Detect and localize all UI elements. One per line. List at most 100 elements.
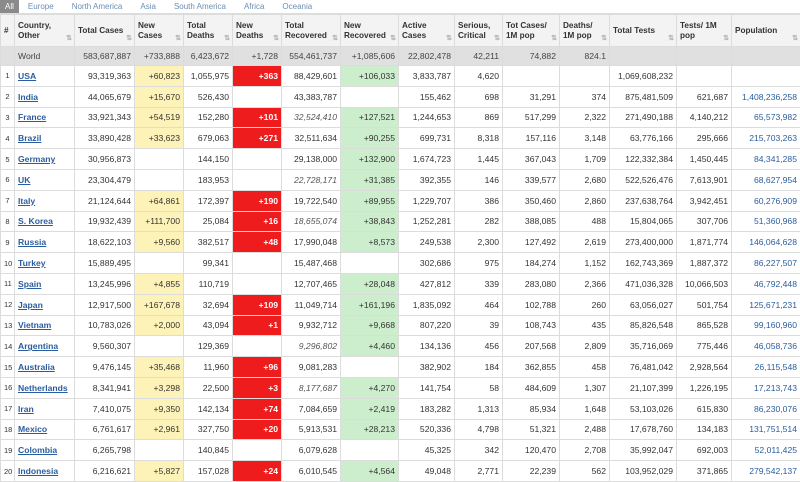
header-cases-per-1m[interactable]: Tot Cases/ 1M pop⇅ (503, 15, 560, 47)
cell-new-deaths: +16 (233, 211, 282, 232)
header-total-deaths[interactable]: Total Deaths⇅ (184, 15, 233, 47)
tab-asia[interactable]: Asia (131, 0, 165, 13)
country-link[interactable]: India (18, 92, 38, 102)
cell-rank: 7 (1, 190, 15, 211)
cell-cases-per-1m: 362,855 (503, 357, 560, 378)
country-link[interactable]: Turkey (18, 258, 46, 268)
cell-tests-per-1m: 615,830 (677, 398, 732, 419)
header-total-cases[interactable]: Total Cases⇅ (75, 15, 135, 47)
cell-new-cases: +60,823 (135, 66, 184, 87)
cell-new-cases: +9,560 (135, 232, 184, 253)
cell-serious-critical: 464 (455, 294, 503, 315)
header-deaths-per-1m[interactable]: Deaths/ 1M pop⇅ (560, 15, 610, 47)
cell-serious-critical: 342 (455, 440, 503, 461)
header-serious-critical[interactable]: Serious, Critical⇅ (455, 15, 503, 47)
cell-cases-per-1m: 85,934 (503, 398, 560, 419)
cell-total-cases: 13,245,996 (75, 273, 135, 294)
cell-total-deaths: 327,750 (184, 419, 233, 440)
tab-oceania[interactable]: Oceania (273, 0, 321, 13)
country-link[interactable]: S. Korea (18, 216, 53, 226)
header-total-recovered[interactable]: Total Recovered⇅ (282, 15, 341, 47)
cell-cases-per-1m: 484,609 (503, 377, 560, 398)
cell-total-deaths: 6,423,672 (184, 47, 233, 66)
cell-active-cases: 45,325 (399, 440, 455, 461)
cell-total-recovered: 9,932,712 (282, 315, 341, 336)
cell-deaths-per-1m: 488 (560, 211, 610, 232)
cell-active-cases: 155,462 (399, 86, 455, 107)
cell-total-deaths: 22,500 (184, 377, 233, 398)
header-tests-per-1m[interactable]: Tests/ 1M pop⇅ (677, 15, 732, 47)
cell-total-tests: 162,743,369 (610, 253, 677, 274)
cell-country: Russia (15, 232, 75, 253)
country-link[interactable]: Mexico (18, 424, 47, 434)
tab-all[interactable]: All (0, 0, 19, 13)
cell-tests-per-1m: 692,003 (677, 440, 732, 461)
country-link[interactable]: USA (18, 71, 36, 81)
country-link[interactable]: Iran (18, 404, 34, 414)
cell-active-cases: 807,220 (399, 315, 455, 336)
cell-new-deaths: +20 (233, 419, 282, 440)
header-rank[interactable]: # (1, 15, 15, 47)
country-link[interactable]: Colombia (18, 445, 57, 455)
tab-africa[interactable]: Africa (235, 0, 273, 13)
cell-deaths-per-1m: 2,619 (560, 232, 610, 253)
cell-total-recovered: 5,913,531 (282, 419, 341, 440)
cell-deaths-per-1m: 2,680 (560, 169, 610, 190)
country-link[interactable]: Japan (18, 300, 43, 310)
cell-deaths-per-1m: 1,152 (560, 253, 610, 274)
country-link[interactable]: Vietnam (18, 320, 51, 330)
header-new-recovered[interactable]: New Recovered⇅ (341, 15, 399, 47)
cell-rank: 18 (1, 419, 15, 440)
header-population[interactable]: Population⇅ (732, 15, 800, 47)
cell-deaths-per-1m: 3,148 (560, 128, 610, 149)
cell-total-deaths: 142,134 (184, 398, 233, 419)
sort-icon: ⇅ (446, 34, 452, 44)
cell-tests-per-1m (677, 66, 732, 87)
cell-rank: 1 (1, 66, 15, 87)
cell-new-deaths: +24 (233, 461, 282, 482)
cell-total-tests: 76,481,042 (610, 357, 677, 378)
cell-population: 1,408,236,258 (732, 86, 800, 107)
sort-icon: ⇅ (668, 34, 674, 44)
cell-active-cases: 141,754 (399, 377, 455, 398)
cell-new-deaths (233, 440, 282, 461)
cell-total-tests: 1,069,608,232 (610, 66, 677, 87)
cell-tests-per-1m: 134,183 (677, 419, 732, 440)
header-total-tests[interactable]: Total Tests⇅ (610, 15, 677, 47)
country-link[interactable]: UK (18, 175, 30, 185)
cell-country: Argentina (15, 336, 75, 357)
country-link[interactable]: Spain (18, 279, 41, 289)
country-link[interactable]: Indonesia (18, 466, 58, 476)
cell-new-recovered: +90,255 (341, 128, 399, 149)
cell-rank: 11 (1, 273, 15, 294)
cell-total-cases: 583,687,887 (75, 47, 135, 66)
cell-total-cases: 9,560,307 (75, 336, 135, 357)
cell-total-cases: 33,921,343 (75, 107, 135, 128)
country-link[interactable]: France (18, 112, 46, 122)
header-new-cases[interactable]: New Cases⇅ (135, 15, 184, 47)
header-active-cases[interactable]: Active Cases⇅ (399, 15, 455, 47)
covid-stats-table: #Country, Other⇅Total Cases⇅New Cases⇅To… (0, 14, 800, 482)
country-link[interactable]: Netherlands (18, 383, 68, 393)
tab-europe[interactable]: Europe (19, 0, 63, 13)
country-link[interactable]: Australia (18, 362, 55, 372)
cell-deaths-per-1m: 260 (560, 294, 610, 315)
country-link[interactable]: Germany (18, 154, 55, 164)
cell-tests-per-1m: 295,666 (677, 128, 732, 149)
cell-total-cases: 7,410,075 (75, 398, 135, 419)
header-new-deaths[interactable]: New Deaths⇅ (233, 15, 282, 47)
country-link[interactable]: Russia (18, 237, 46, 247)
tab-south-america[interactable]: South America (165, 0, 235, 13)
cell-total-tests: 15,804,065 (610, 211, 677, 232)
cell-rank: 10 (1, 253, 15, 274)
country-link[interactable]: Argentina (18, 341, 58, 351)
cell-total-recovered: 32,524,410 (282, 107, 341, 128)
cell-deaths-per-1m: 2,488 (560, 419, 610, 440)
tab-north-america[interactable]: North America (63, 0, 132, 13)
country-link[interactable]: Brazil (18, 133, 41, 143)
cell-total-deaths: 140,845 (184, 440, 233, 461)
country-link[interactable]: Italy (18, 196, 35, 206)
header-country[interactable]: Country, Other⇅ (15, 15, 75, 47)
